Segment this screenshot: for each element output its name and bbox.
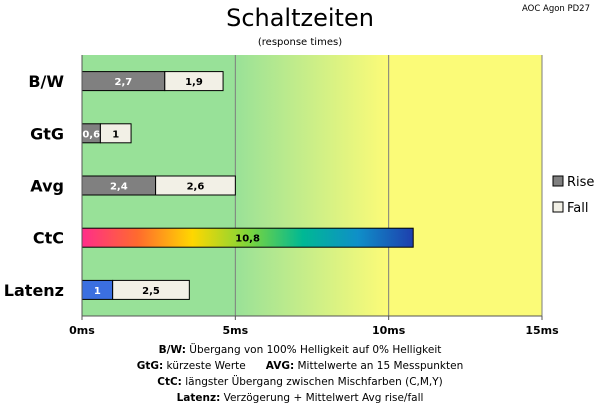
category-label: B/W <box>28 72 64 91</box>
footnote-line: B/W: Übergang von 100% Helligkeit auf 0%… <box>0 342 600 358</box>
bar-fall <box>99 123 132 144</box>
footnote-term: Latenz: <box>176 392 221 404</box>
footnote-line: GtG: kürzeste Werte AVG: Mittelwerte an … <box>0 358 600 374</box>
footnote-term: AVG: <box>265 360 295 372</box>
x-tick-label: 5ms <box>222 324 248 337</box>
bar-fall <box>155 175 236 196</box>
footnote-text: Verzögerung + Mittelwert Avg rise/fall <box>220 392 424 404</box>
legend-label-fall: Fall <box>567 201 588 216</box>
footnote-text: Übergang von 100% Helligkeit auf 0% Hell… <box>185 344 442 356</box>
x-tick-label: 15ms <box>525 324 559 337</box>
legend-label-rise: Rise <box>567 175 594 190</box>
monitor-model-label: AOC Agon PD27 <box>522 4 590 14</box>
category-label: GtG <box>30 124 64 143</box>
footnote-text: längster Übergang zwischen Mischfarben (… <box>181 376 443 388</box>
footnote-text: Mittelwerte an 15 Messpunkten <box>294 360 464 372</box>
bar-rise-label: 0,6 <box>82 129 100 140</box>
footnote-line: Latenz: Verzögerung + Mittelwert Avg ris… <box>0 390 600 406</box>
bar-fall-label: 2,6 <box>187 182 205 193</box>
x-tick-label: 10ms <box>372 324 406 337</box>
chart-subtitle: (response times) <box>257 37 343 48</box>
footnote-line: CtC: längster Übergang zwischen Mischfar… <box>0 374 600 390</box>
bar-fall <box>164 71 224 92</box>
category-label: Latenz <box>4 281 64 300</box>
legend-swatch-fall <box>552 201 564 213</box>
legend-swatch-rise <box>552 175 564 187</box>
category-label: Avg <box>30 177 64 196</box>
x-tick-label: 0ms <box>69 324 95 337</box>
bar-fall-label: 1,9 <box>185 77 203 88</box>
category-label: CtC <box>33 229 64 248</box>
bar-rise-label: 10,8 <box>235 234 260 245</box>
footnote-term: GtG: <box>136 360 164 372</box>
footnote-term: CtC: <box>157 376 182 388</box>
bar-fall-label: 1 <box>112 129 119 140</box>
bar-fall-label: 2,5 <box>142 286 160 297</box>
bar-rise-label: 2,7 <box>115 77 133 88</box>
bar-rise-label: 2,4 <box>110 182 128 193</box>
footnote-term: B/W: <box>158 344 186 356</box>
bar-fall <box>112 279 190 300</box>
chart-title: Schaltzeiten <box>226 4 374 32</box>
bar-rise-label: 1 <box>94 286 101 297</box>
footnote-text: kürzeste Werte <box>163 360 246 372</box>
footnotes: B/W: Übergang von 100% Helligkeit auf 0%… <box>0 342 600 406</box>
